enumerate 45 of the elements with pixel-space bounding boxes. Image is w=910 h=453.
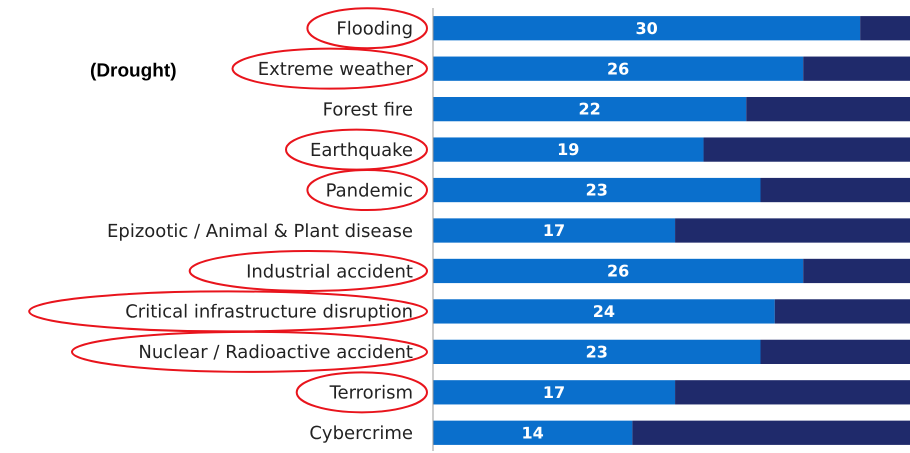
bar <box>774 299 910 324</box>
data-label: 17 <box>542 221 566 240</box>
data-label: 22 <box>578 100 601 119</box>
data-label: 17 <box>542 382 566 402</box>
bar <box>803 56 910 81</box>
bar <box>860 16 910 40</box>
y-tick-label: Extreme weather <box>258 58 414 80</box>
bar <box>760 340 910 364</box>
bar <box>433 137 704 162</box>
bar <box>675 218 910 243</box>
bar <box>632 420 910 445</box>
y-tick-label: Industrial accident <box>246 261 413 282</box>
bar <box>433 178 760 202</box>
bar <box>675 380 910 404</box>
data-label: 19 <box>557 140 580 160</box>
y-tick-label: Pandemic <box>326 180 413 202</box>
bar <box>433 97 746 122</box>
bar <box>433 218 676 243</box>
data-label: 30 <box>635 18 658 38</box>
bar <box>433 380 676 404</box>
bar <box>433 299 775 324</box>
data-label: 14 <box>522 423 544 442</box>
data-label: 26 <box>606 262 630 281</box>
y-tick-label: Epizootic / Animal & Plant disease <box>107 220 413 242</box>
bar <box>433 258 804 284</box>
y-tick-label: Terrorism <box>328 382 413 404</box>
y-tick-label: Critical infrastructure disruption <box>125 302 413 323</box>
bar <box>433 340 760 364</box>
text: (Drought) <box>90 60 177 82</box>
y-tick-label: Earthquake <box>310 140 413 161</box>
bar <box>760 178 910 202</box>
data-label: 24 <box>592 302 615 322</box>
bar <box>433 56 804 81</box>
bar <box>433 16 860 40</box>
data-label: 23 <box>586 180 608 200</box>
bar <box>746 97 910 122</box>
bar <box>433 420 632 445</box>
y-tick-label: Flooding <box>336 18 413 40</box>
bar <box>704 137 910 162</box>
bar <box>803 258 910 284</box>
data-label: 23 <box>586 342 608 362</box>
y-tick-label: Nuclear / Radioactive accident <box>138 342 413 364</box>
y-tick-label: Forest fire <box>322 99 413 120</box>
data-label: 26 <box>606 59 630 78</box>
y-tick-label: Cybercrime <box>309 423 413 444</box>
